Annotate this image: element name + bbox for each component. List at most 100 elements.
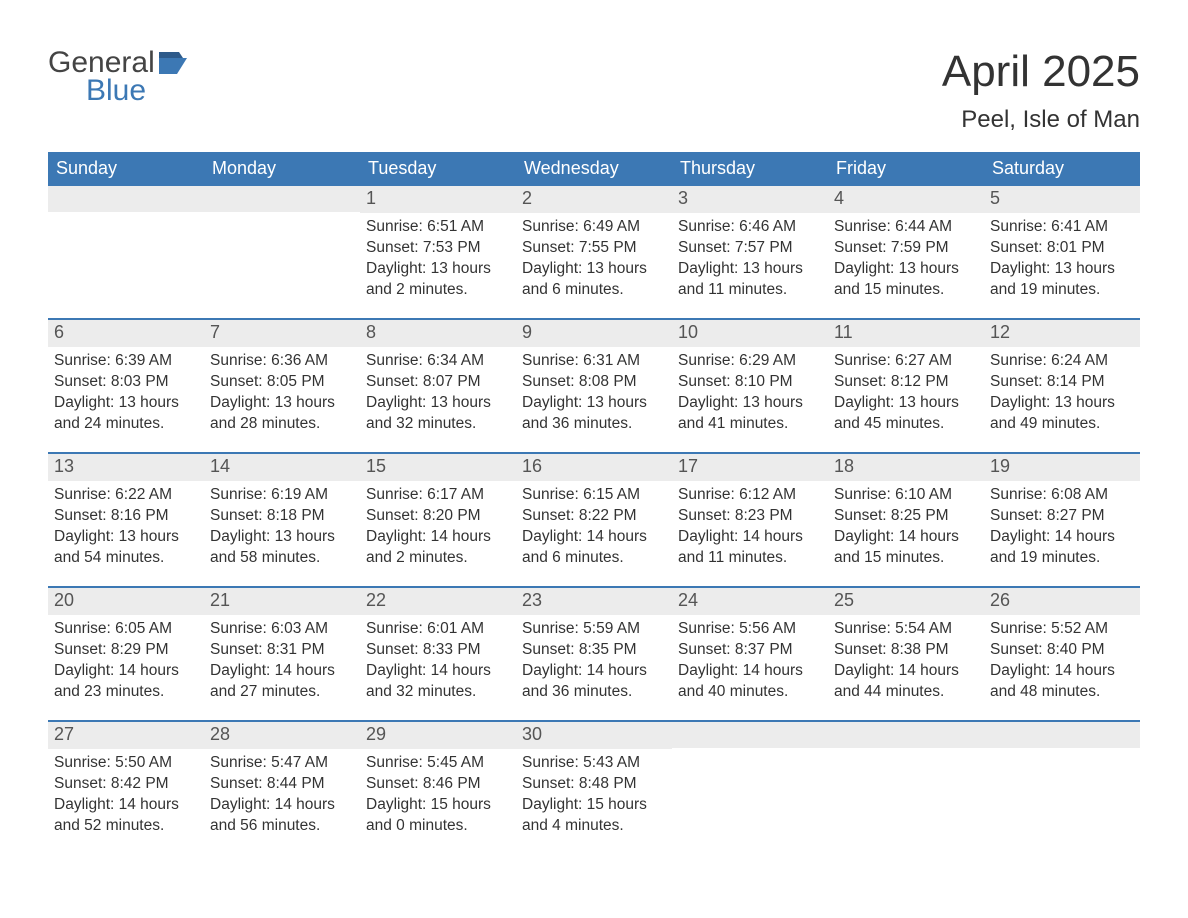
sunrise-line: Sunrise: 6:29 AM	[678, 351, 822, 372]
daylight-line-2: and 28 minutes.	[210, 414, 354, 435]
sunset-line: Sunset: 8:31 PM	[210, 640, 354, 661]
daylight-line-1: Daylight: 14 hours	[990, 661, 1134, 682]
day-number: 9	[516, 320, 672, 347]
daylight-line-1: Daylight: 15 hours	[522, 795, 666, 816]
calendar-cell: 21Sunrise: 6:03 AMSunset: 8:31 PMDayligh…	[204, 588, 360, 720]
daylight-line-2: and 44 minutes.	[834, 682, 978, 703]
day-number: 21	[204, 588, 360, 615]
daylight-line-1: Daylight: 15 hours	[366, 795, 510, 816]
daylight-line-1: Daylight: 13 hours	[54, 393, 198, 414]
sunrise-line: Sunrise: 6:46 AM	[678, 217, 822, 238]
sunset-line: Sunset: 8:12 PM	[834, 372, 978, 393]
sunset-line: Sunset: 8:20 PM	[366, 506, 510, 527]
day-details: Sunrise: 5:59 AMSunset: 8:35 PMDaylight:…	[516, 615, 672, 709]
dow-wednesday: Wednesday	[516, 152, 672, 186]
sunrise-line: Sunrise: 6:41 AM	[990, 217, 1134, 238]
day-number: 11	[828, 320, 984, 347]
calendar-cell	[48, 186, 204, 318]
sunrise-line: Sunrise: 6:17 AM	[366, 485, 510, 506]
daylight-line-2: and 48 minutes.	[990, 682, 1134, 703]
calendar-cell: 29Sunrise: 5:45 AMSunset: 8:46 PMDayligh…	[360, 722, 516, 854]
daylight-line-2: and 0 minutes.	[366, 816, 510, 837]
day-number: 1	[360, 186, 516, 213]
day-details: Sunrise: 6:22 AMSunset: 8:16 PMDaylight:…	[48, 481, 204, 575]
calendar-body: 1Sunrise: 6:51 AMSunset: 7:53 PMDaylight…	[48, 186, 1140, 854]
day-number: 26	[984, 588, 1140, 615]
calendar-week: 27Sunrise: 5:50 AMSunset: 8:42 PMDayligh…	[48, 720, 1140, 854]
day-details: Sunrise: 5:45 AMSunset: 8:46 PMDaylight:…	[360, 749, 516, 843]
day-number: 2	[516, 186, 672, 213]
day-number: 18	[828, 454, 984, 481]
calendar-cell	[204, 186, 360, 318]
sunset-line: Sunset: 8:08 PM	[522, 372, 666, 393]
day-details: Sunrise: 6:10 AMSunset: 8:25 PMDaylight:…	[828, 481, 984, 575]
daylight-line-2: and 2 minutes.	[366, 280, 510, 301]
daylight-line-1: Daylight: 14 hours	[522, 661, 666, 682]
daylight-line-2: and 15 minutes.	[834, 280, 978, 301]
daylight-line-2: and 32 minutes.	[366, 414, 510, 435]
dow-saturday: Saturday	[984, 152, 1140, 186]
daylight-line-2: and 6 minutes.	[522, 280, 666, 301]
day-details: Sunrise: 6:17 AMSunset: 8:20 PMDaylight:…	[360, 481, 516, 575]
calendar-cell: 1Sunrise: 6:51 AMSunset: 7:53 PMDaylight…	[360, 186, 516, 318]
calendar-cell: 23Sunrise: 5:59 AMSunset: 8:35 PMDayligh…	[516, 588, 672, 720]
calendar-grid: Sunday Monday Tuesday Wednesday Thursday…	[48, 152, 1140, 854]
sunrise-line: Sunrise: 5:47 AM	[210, 753, 354, 774]
daylight-line-2: and 11 minutes.	[678, 280, 822, 301]
daylight-line-1: Daylight: 14 hours	[210, 661, 354, 682]
sunrise-line: Sunrise: 6:03 AM	[210, 619, 354, 640]
calendar-cell: 2Sunrise: 6:49 AMSunset: 7:55 PMDaylight…	[516, 186, 672, 318]
day-number	[672, 722, 828, 748]
sunrise-line: Sunrise: 6:10 AM	[834, 485, 978, 506]
calendar-cell: 12Sunrise: 6:24 AMSunset: 8:14 PMDayligh…	[984, 320, 1140, 452]
sunrise-line: Sunrise: 6:01 AM	[366, 619, 510, 640]
sunrise-line: Sunrise: 6:27 AM	[834, 351, 978, 372]
day-details: Sunrise: 6:41 AMSunset: 8:01 PMDaylight:…	[984, 213, 1140, 307]
calendar-week: 6Sunrise: 6:39 AMSunset: 8:03 PMDaylight…	[48, 318, 1140, 452]
calendar-cell: 15Sunrise: 6:17 AMSunset: 8:20 PMDayligh…	[360, 454, 516, 586]
day-details: Sunrise: 6:08 AMSunset: 8:27 PMDaylight:…	[984, 481, 1140, 575]
daylight-line-1: Daylight: 13 hours	[678, 393, 822, 414]
daylight-line-2: and 27 minutes.	[210, 682, 354, 703]
daylight-line-2: and 19 minutes.	[990, 280, 1134, 301]
calendar-cell: 19Sunrise: 6:08 AMSunset: 8:27 PMDayligh…	[984, 454, 1140, 586]
day-details: Sunrise: 6:24 AMSunset: 8:14 PMDaylight:…	[984, 347, 1140, 441]
day-number: 29	[360, 722, 516, 749]
calendar-cell: 24Sunrise: 5:56 AMSunset: 8:37 PMDayligh…	[672, 588, 828, 720]
daylight-line-2: and 36 minutes.	[522, 682, 666, 703]
daylight-line-1: Daylight: 13 hours	[522, 259, 666, 280]
daylight-line-1: Daylight: 13 hours	[990, 393, 1134, 414]
calendar-page: General Blue April 2025 Peel, Isle of Ma…	[0, 0, 1188, 918]
day-details: Sunrise: 6:31 AMSunset: 8:08 PMDaylight:…	[516, 347, 672, 441]
daylight-line-2: and 2 minutes.	[366, 548, 510, 569]
sunset-line: Sunset: 8:29 PM	[54, 640, 198, 661]
sunset-line: Sunset: 8:44 PM	[210, 774, 354, 795]
sunrise-line: Sunrise: 6:15 AM	[522, 485, 666, 506]
sunrise-line: Sunrise: 6:39 AM	[54, 351, 198, 372]
sunset-line: Sunset: 8:25 PM	[834, 506, 978, 527]
location-label: Peel, Isle of Man	[942, 106, 1140, 134]
calendar-cell: 8Sunrise: 6:34 AMSunset: 8:07 PMDaylight…	[360, 320, 516, 452]
daylight-line-2: and 19 minutes.	[990, 548, 1134, 569]
daylight-line-1: Daylight: 14 hours	[54, 795, 198, 816]
sunset-line: Sunset: 7:53 PM	[366, 238, 510, 259]
calendar-cell: 30Sunrise: 5:43 AMSunset: 8:48 PMDayligh…	[516, 722, 672, 854]
flag-icon	[159, 52, 193, 78]
sunrise-line: Sunrise: 6:36 AM	[210, 351, 354, 372]
daylight-line-1: Daylight: 14 hours	[366, 527, 510, 548]
sunset-line: Sunset: 8:38 PM	[834, 640, 978, 661]
daylight-line-2: and 4 minutes.	[522, 816, 666, 837]
day-number: 10	[672, 320, 828, 347]
calendar-cell: 5Sunrise: 6:41 AMSunset: 8:01 PMDaylight…	[984, 186, 1140, 318]
day-number: 27	[48, 722, 204, 749]
calendar-cell: 9Sunrise: 6:31 AMSunset: 8:08 PMDaylight…	[516, 320, 672, 452]
dow-friday: Friday	[828, 152, 984, 186]
day-details: Sunrise: 5:56 AMSunset: 8:37 PMDaylight:…	[672, 615, 828, 709]
daylight-line-1: Daylight: 13 hours	[366, 259, 510, 280]
calendar-cell: 27Sunrise: 5:50 AMSunset: 8:42 PMDayligh…	[48, 722, 204, 854]
sunrise-line: Sunrise: 6:05 AM	[54, 619, 198, 640]
sunrise-line: Sunrise: 6:34 AM	[366, 351, 510, 372]
brand-logo: General Blue	[48, 48, 193, 106]
day-details: Sunrise: 6:03 AMSunset: 8:31 PMDaylight:…	[204, 615, 360, 709]
daylight-line-1: Daylight: 13 hours	[366, 393, 510, 414]
